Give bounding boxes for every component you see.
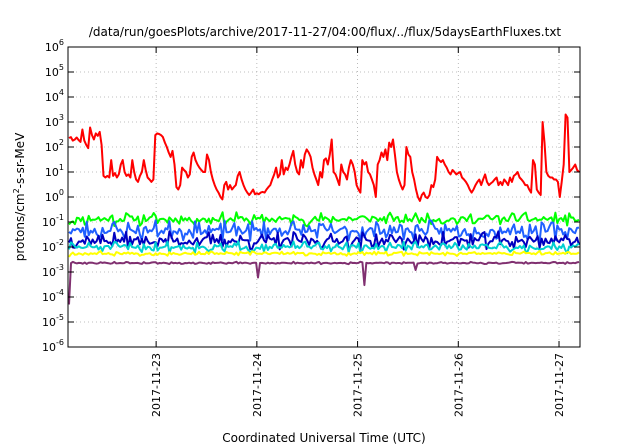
y-tick-label: 103: [45, 113, 64, 129]
series-line-navy: [68, 230, 580, 251]
y-axis-label: protons/cm2-s-sr-MeV: [12, 132, 27, 261]
series-line-red: [68, 113, 580, 202]
y-tick-label: 10-4: [42, 288, 64, 304]
x-tick-label: 2017-11-26: [452, 353, 465, 417]
x-tick-label: 2017-11-25: [352, 353, 365, 417]
y-tick-label: 104: [45, 88, 64, 104]
y-tick-label: 106: [45, 38, 64, 54]
series-line-purple: [68, 260, 580, 305]
y-tick-label: 102: [45, 138, 64, 154]
y-tick-label: 100: [45, 188, 64, 204]
y-tick-label: 10-5: [42, 313, 64, 329]
y-axis-label-superscript: 2: [12, 188, 21, 193]
y-tick-label: 101: [45, 163, 64, 179]
chart-title: /data/run/goesPlots/archive/2017-11-27/0…: [89, 25, 562, 39]
y-axis-label-main: protons/cm: [13, 193, 27, 261]
series-line-yellow: [68, 250, 580, 258]
series-line-green: [68, 211, 580, 228]
x-tick-label: 2017-11-24: [251, 353, 264, 417]
grid: [68, 47, 580, 347]
x-tick-label: 2017-11-27: [553, 353, 566, 417]
series-line-blue: [68, 219, 580, 243]
y-axis-label-units: -s-sr-MeV: [13, 132, 27, 188]
y-axis-ticks: 10-6 10-5 10-4 10-3 10-2 10-1 100 101 102 103 104 1…: [42, 38, 580, 354]
x-axis-label: Coordinated Universal Time (UTC): [222, 431, 425, 445]
series-lines: [68, 113, 580, 305]
series-line-cyan: [68, 240, 580, 255]
y-tick-label: 10-2: [42, 238, 64, 254]
y-tick-label: 10-3: [42, 263, 64, 279]
y-tick-label: 10-1: [42, 213, 64, 229]
y-tick-label: 105: [45, 63, 64, 79]
x-tick-label: 2017-11-23: [150, 353, 163, 417]
x-axis-ticks: 2017-11-23 2017-11-24 2017-11-25 2017-11-26…: [150, 47, 566, 417]
y-tick-label: 10-6: [42, 338, 64, 354]
